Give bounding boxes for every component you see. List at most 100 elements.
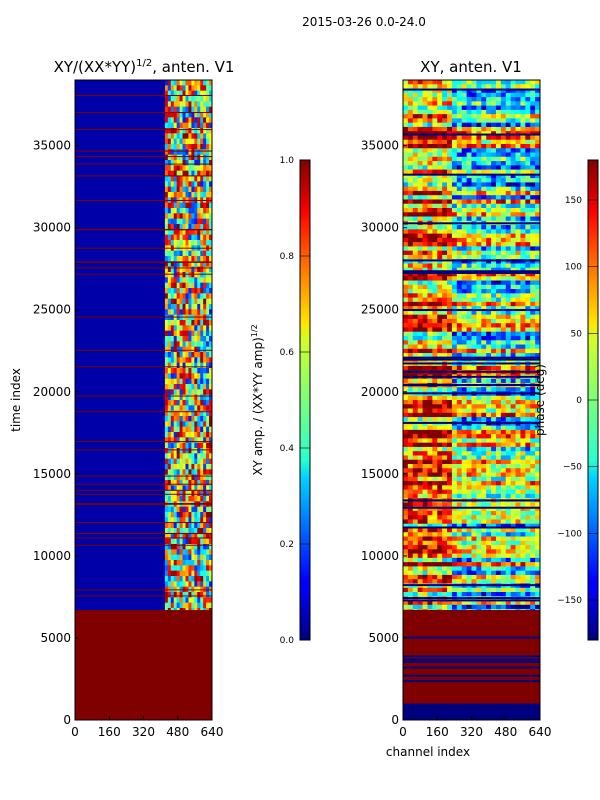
right-heatmap-cell (442, 395, 448, 401)
left-colorbar-gradient (299, 159, 311, 641)
right-heatmap-cell (525, 528, 531, 533)
right-heatmap-cell (412, 182, 418, 187)
left-heatmap-cell (197, 442, 201, 449)
left-heatmap-cell (197, 528, 201, 534)
right-heatmap-cell (417, 195, 423, 200)
left-heatmap-cell (185, 229, 189, 235)
right-heatmap-cell (515, 429, 521, 435)
right-heatmap-cell (407, 412, 414, 418)
right-heatmap-cell (427, 135, 433, 141)
right-heatmap-cell (417, 289, 423, 294)
left-heatmap-cell (167, 261, 172, 267)
left-heatmap-cell (185, 352, 189, 358)
left-heatmap-cell (203, 570, 207, 577)
right-heatmap-cell (451, 173, 458, 179)
left-heatmap-cell (167, 490, 172, 497)
right-heatmap-cell (403, 263, 409, 269)
left-heatmap-cell (179, 512, 183, 518)
right-heatmap-cell (403, 169, 409, 175)
right-heatmap-cell (505, 306, 511, 311)
right-heatmap-cell (466, 289, 472, 294)
left-heatmap-cell (203, 565, 207, 571)
right-heatmap-cell (476, 336, 482, 341)
right-heatmap-cell (466, 451, 472, 456)
left-heatmap-cell (200, 362, 204, 369)
left-heatmap-cell (185, 85, 189, 91)
right-heatmap-cell (486, 152, 492, 158)
right-heatmap-cell (451, 425, 458, 431)
left-heatmap-cell (182, 368, 186, 374)
right-heatmap-cell (515, 173, 521, 179)
right-heatmap-cell (515, 114, 521, 119)
right-heatmap-cell (510, 263, 516, 269)
right-heatmap-cell (442, 246, 448, 251)
right-heatmap-cell (461, 425, 467, 431)
left-cbar-label-exp: 1/2 (250, 324, 259, 337)
right-heatmap-cell (491, 400, 497, 405)
right-heatmap-cell (466, 84, 472, 89)
right-heatmap-cell (530, 182, 536, 187)
right-heatmap-cell (510, 425, 516, 431)
right-heatmap-cell (486, 105, 492, 111)
left-heatmap-cell (185, 592, 189, 598)
right-heatmap-cell (510, 156, 516, 162)
left-heatmap-cell (200, 357, 204, 363)
left-heatmap-cell (206, 298, 210, 305)
right-heatmap-cell (510, 336, 516, 341)
right-heatmap-cell (427, 122, 433, 128)
right-heatmap-cell (422, 468, 428, 473)
left-heatmap-cell (182, 90, 186, 97)
right-heatmap-cell (491, 139, 497, 145)
right-heatmap-cell (461, 229, 467, 234)
left-heatmap-cell (188, 170, 192, 177)
right-heatmap-cell (442, 126, 448, 132)
left-heatmap-cell (200, 96, 204, 102)
right-heatmap-cell (471, 267, 477, 273)
right-heatmap-cell (530, 323, 536, 328)
left-heatmap-cell (191, 410, 195, 417)
left-heatmap-cell (164, 533, 169, 539)
right-heatmap-cell (403, 178, 409, 183)
left-heatmap-cell (167, 384, 172, 390)
right-heatmap-cell (412, 301, 418, 307)
right-heatmap-cell (476, 246, 482, 251)
right-heatmap-cell (417, 178, 423, 183)
right-heatmap-cell (520, 417, 526, 422)
left-heatmap-cell (206, 538, 210, 545)
right-heatmap-cell (437, 301, 443, 307)
right-heatmap-cell (422, 455, 428, 461)
left-heatmap-cell (203, 416, 207, 422)
right-heatmap-cell (412, 131, 418, 136)
right-heatmap-cell (451, 336, 458, 341)
right-heatmap-cell (505, 139, 511, 145)
right-heatmap-cell (495, 408, 502, 414)
left-heatmap-cell (191, 282, 195, 289)
left-heatmap-cell (179, 352, 183, 358)
left-heatmap-cell (182, 565, 186, 571)
right-heatmap-cell (471, 331, 477, 337)
left-heatmap-cell (188, 330, 192, 337)
right-heatmap-cell (456, 203, 463, 209)
right-heatmap-cell (417, 203, 423, 209)
right-heatmap-cell (432, 156, 438, 162)
right-heatmap-cell (456, 297, 463, 303)
right-heatmap-cell (427, 485, 433, 490)
right-heatmap-cell (525, 336, 531, 341)
right-heatmap-cell (486, 489, 492, 495)
left-heatmap-cell (209, 106, 213, 113)
left-heatmap-cell (191, 384, 195, 390)
right-heatmap-cell (447, 318, 453, 324)
left-heatmap-cell (188, 277, 192, 283)
right-heatmap-cell (412, 267, 418, 273)
right-heatmap-cell (500, 451, 507, 456)
right-heatmap-cell (491, 365, 497, 371)
left-heatmap-cell (167, 106, 172, 113)
right-heatmap-cell (486, 519, 492, 525)
left-heatmap-cell (164, 362, 169, 369)
right-heatmap-cell (422, 323, 428, 328)
right-heatmap-cell (447, 272, 453, 277)
left-heatmap-cell (191, 437, 195, 443)
left-heatmap-cell (191, 378, 195, 385)
left-heatmap-cell (176, 341, 180, 347)
left-scanline (75, 483, 212, 485)
